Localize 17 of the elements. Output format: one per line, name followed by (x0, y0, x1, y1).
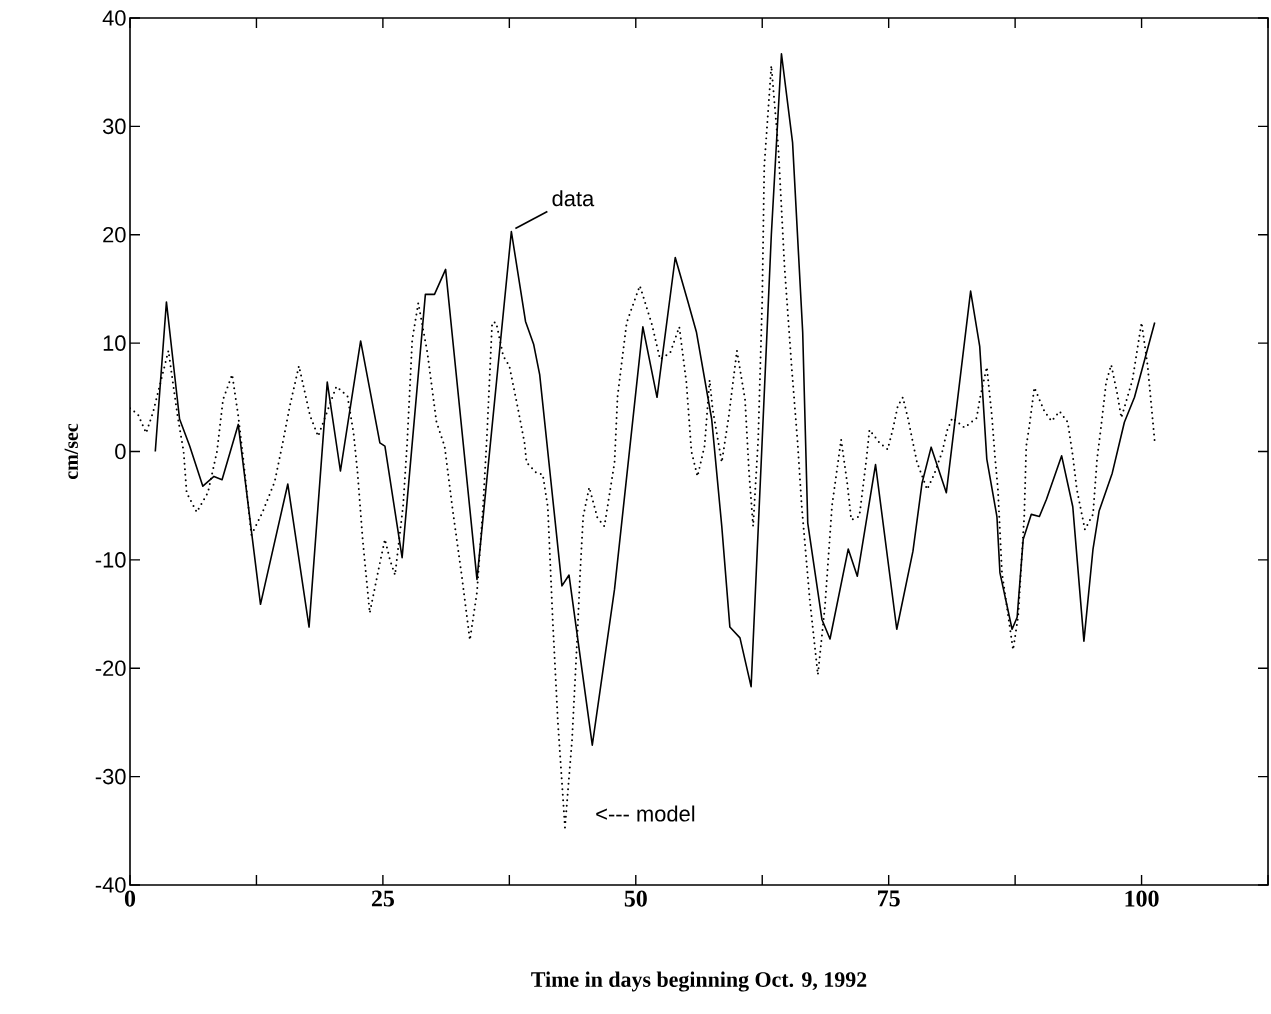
y-tick-label: -20 (95, 660, 126, 677)
y-tick-label: 20 (103, 226, 126, 243)
y-tick-label: 40 (102, 10, 126, 26)
annotation: <--- model (596, 805, 695, 822)
annotation: data (552, 190, 595, 207)
y-tick-label: 0 (115, 443, 126, 460)
y-tick-label: -30 (95, 768, 126, 785)
y-tick-label: -10 (95, 552, 126, 568)
y-tick-label: 10 (103, 335, 126, 351)
y-tick-label: 30 (102, 118, 126, 135)
y-axis-title: cm/sec (64, 423, 78, 480)
x-tick-label: 100 (1125, 890, 1159, 907)
x-tick-label: 50 (624, 890, 647, 907)
x-tick-label: 25 (371, 890, 394, 907)
y-tick-label: -40 (95, 877, 126, 893)
x-tick-label: 75 (878, 890, 900, 907)
x-axis-title: Time in days beginning Oct. 9, 1992 (531, 971, 867, 992)
